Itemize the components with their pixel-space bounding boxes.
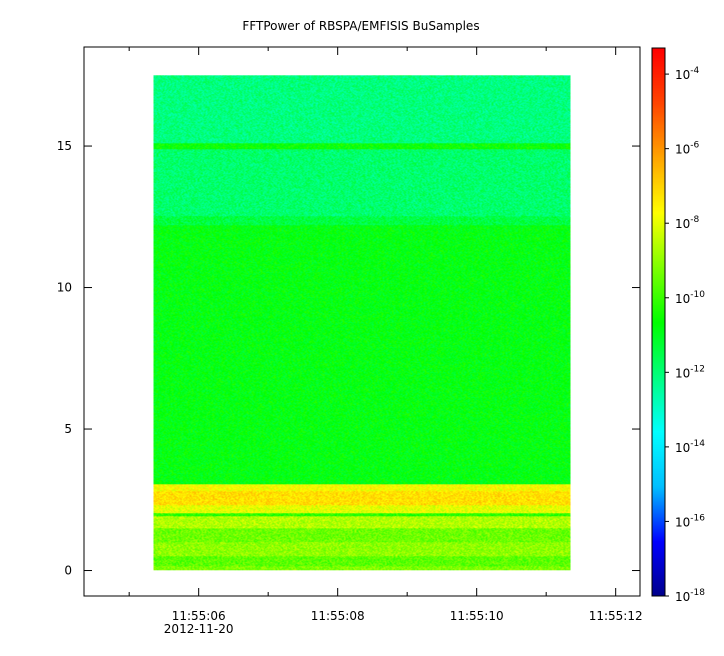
colorbar-axis: 10-4 10-6 10-8 10-10 10-12 10-14 10-16 10-18: [665, 66, 705, 604]
y-tick-label: 5: [64, 422, 72, 436]
colorbar-tick-label: 10-8: [675, 215, 700, 231]
y-tick-label: 10: [57, 281, 72, 295]
x-tick-label: 11:55:06: [172, 609, 226, 623]
colorbar-tick-label: 10-6: [675, 141, 700, 157]
colorbar-tick-label: 10-12: [675, 364, 705, 380]
plot-frame: [83, 46, 641, 597]
y-tick-label: 15: [57, 139, 72, 153]
y-axis: 0 5 10 15: [57, 139, 640, 578]
colorbar-tick-label: 10-4: [675, 66, 700, 82]
x-tick-label: 11:55:10: [450, 609, 504, 623]
spectrogram-image: [153, 75, 571, 571]
colorbar-tick-label: 10-16: [675, 513, 705, 529]
x-tick-date-label: 2012-11-20: [164, 622, 234, 636]
colorbar-tick-label: 10-14: [675, 439, 705, 455]
colorbar-frame: [651, 47, 666, 597]
colorbar: 10-4 10-6 10-8 10-10 10-12 10-14 10-16 10-18: [651, 47, 705, 604]
chart-title: FFTPower of RBSPA/EMFISIS BuSamples: [242, 19, 479, 33]
colorbar-tick-label: 10-18: [675, 588, 705, 604]
x-tick-label: 11:55:08: [311, 609, 365, 623]
colorbar-gradient: [652, 48, 665, 596]
x-tick-label: 11:55:12: [589, 609, 643, 623]
y-tick-label: 0: [64, 564, 72, 578]
colorbar-tick-label: 10-10: [675, 290, 705, 306]
